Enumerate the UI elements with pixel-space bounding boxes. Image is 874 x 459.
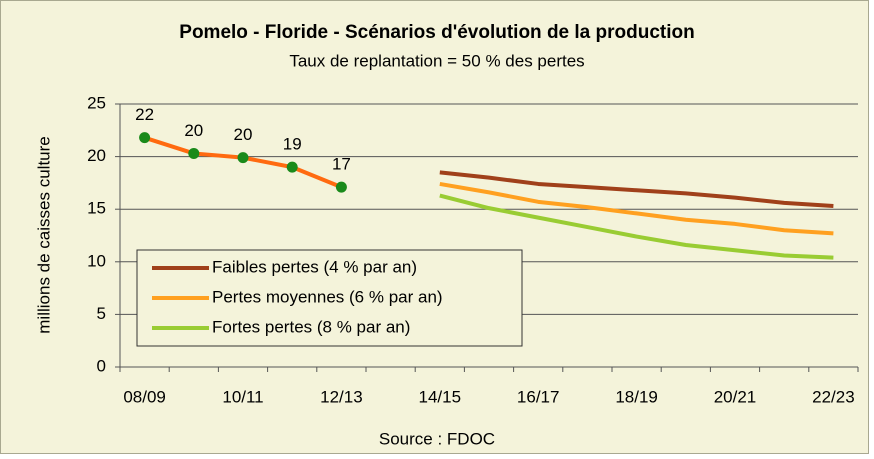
y-tick-label: 0: [97, 356, 106, 375]
point-marker: [188, 147, 200, 159]
source: Source : FDOC: [379, 429, 495, 448]
point-marker: [335, 181, 347, 193]
point-marker: [286, 161, 298, 173]
x-tick-label: 22/23: [812, 387, 855, 406]
series-line: [439, 181, 834, 236]
chart-subtitle: Taux de replantation = 50 % des pertes: [289, 51, 584, 70]
y-tick-label: 25: [87, 93, 106, 112]
data-label: 19: [283, 135, 302, 154]
series-line: [439, 193, 834, 260]
legend-label: Fortes pertes (8 % par an): [212, 317, 410, 336]
x-tick-label: 08/09: [123, 387, 166, 406]
data-label: 20: [234, 125, 253, 144]
y-tick-label: 5: [97, 304, 106, 323]
x-tick-label: 16/17: [517, 387, 560, 406]
series-line: [439, 170, 834, 209]
data-label: 22: [135, 105, 154, 124]
point-marker: [139, 132, 151, 144]
data-label: 17: [332, 155, 351, 174]
x-tick-label: 20/21: [714, 387, 757, 406]
x-tick-label: 12/13: [320, 387, 363, 406]
chart-title: Pomelo - Floride - Scénarios d'évolution…: [179, 22, 694, 43]
y-tick-label: 10: [87, 251, 106, 270]
legend-label: Pertes moyennes (6 % par an): [212, 287, 443, 306]
x-tick-label: 10/11: [222, 387, 263, 406]
y-tick-label: 20: [87, 146, 106, 165]
x-tick-label: 18/19: [615, 387, 658, 406]
x-tick-label: 14/15: [419, 387, 462, 406]
point-marker: [237, 152, 249, 164]
y-tick-label: 15: [87, 199, 106, 218]
legend-label: Faibles pertes (4 % par an): [212, 257, 417, 276]
data-label: 20: [184, 121, 203, 140]
y-axis-label: millions de caisses culture: [34, 136, 53, 333]
